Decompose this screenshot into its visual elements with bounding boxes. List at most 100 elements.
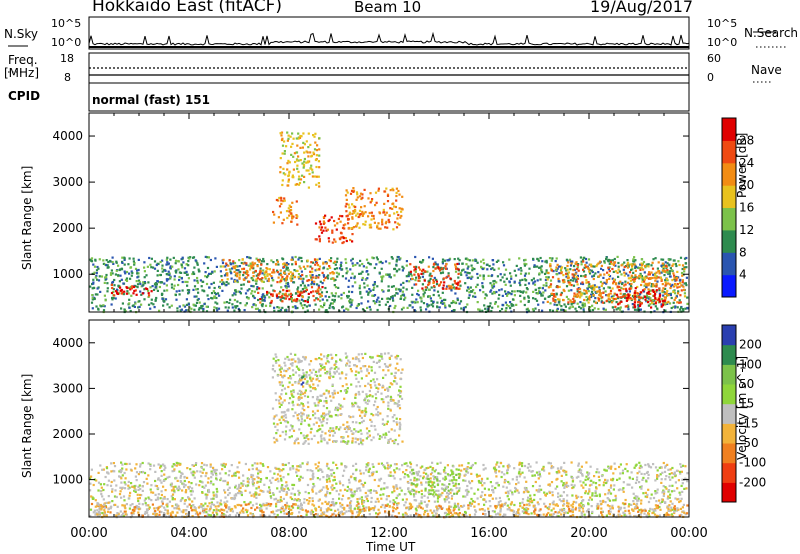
- data-cell: [110, 470, 113, 473]
- data-cell: [545, 259, 548, 262]
- data-cell: [368, 290, 371, 294]
- data-cell: [427, 283, 430, 286]
- data-cell: [509, 489, 512, 492]
- data-cell: [474, 462, 477, 465]
- data-cell: [261, 299, 264, 302]
- data-cell: [322, 476, 325, 479]
- data-cell: [619, 472, 622, 475]
- data-cell: [139, 290, 142, 293]
- data-cell: [438, 284, 441, 287]
- data-cell: [465, 515, 468, 518]
- data-cell: [611, 301, 614, 304]
- data-cell: [127, 286, 131, 289]
- data-cell: [680, 284, 683, 287]
- data-cell: [186, 280, 189, 284]
- data-cell: [373, 221, 376, 224]
- data-cell: [400, 207, 403, 210]
- data-cell: [209, 506, 212, 509]
- data-cell: [356, 500, 359, 503]
- data-cell: [590, 290, 594, 293]
- data-cell: [678, 299, 681, 302]
- data-cell: [552, 503, 555, 506]
- data-cell: [560, 466, 563, 469]
- data-cell: [203, 463, 206, 466]
- data-cell: [538, 484, 541, 488]
- data-cell: [276, 306, 279, 309]
- data-cell: [324, 295, 327, 298]
- data-cell: [255, 468, 258, 471]
- data-cell: [318, 166, 321, 169]
- data-cell: [466, 471, 470, 474]
- data-cell: [231, 306, 234, 309]
- data-cell: [480, 260, 483, 263]
- data-cell: [239, 292, 242, 295]
- data-cell: [293, 152, 296, 155]
- data-cell: [289, 467, 292, 470]
- data-cell: [313, 485, 316, 488]
- data-cell: [103, 509, 106, 512]
- data-cell: [643, 265, 647, 268]
- data-cell: [305, 511, 308, 514]
- data-cell: [213, 468, 216, 472]
- data-cell: [508, 281, 511, 284]
- data-cell: [97, 471, 100, 474]
- data-cell: [123, 258, 126, 261]
- data-cell: [162, 485, 165, 488]
- data-cell: [172, 256, 175, 259]
- data-cell: [551, 494, 554, 497]
- data-cell: [552, 297, 555, 300]
- data-cell: [296, 223, 299, 226]
- data-cell: [405, 260, 408, 263]
- data-cell: [557, 277, 560, 280]
- data-cell: [441, 262, 444, 265]
- data-cell: [525, 291, 528, 294]
- data-cell: [169, 258, 172, 261]
- data-cell: [466, 484, 469, 488]
- data-cell: [377, 227, 380, 230]
- data-cell: [676, 270, 679, 273]
- data-cell: [605, 256, 608, 259]
- data-cell: [225, 264, 228, 267]
- data-cell: [645, 264, 648, 267]
- data-cell: [203, 262, 206, 265]
- data-cell: [367, 462, 370, 465]
- data-cell: [347, 308, 350, 311]
- data-cell: [353, 211, 356, 214]
- data-cell: [193, 497, 196, 500]
- data-cell: [362, 223, 365, 226]
- data-cell: [317, 160, 320, 163]
- data-cell: [523, 486, 527, 490]
- data-cell: [585, 461, 588, 464]
- data-cell: [683, 270, 686, 273]
- data-cell: [452, 300, 455, 303]
- data-cell: [332, 307, 335, 310]
- data-cell: [219, 265, 222, 268]
- data-cell: [457, 281, 460, 284]
- data-cell: [587, 498, 591, 502]
- data-cell: [170, 485, 173, 488]
- data-cell: [587, 492, 590, 495]
- data-cell: [437, 294, 440, 297]
- data-cell: [311, 274, 314, 277]
- data-cell: [356, 212, 359, 215]
- data-cell: [280, 286, 283, 289]
- data-cell: [330, 292, 333, 295]
- data-cell: [528, 469, 531, 472]
- data-cell: [245, 276, 248, 279]
- data-cell: [202, 280, 205, 283]
- data-cell: [386, 194, 390, 197]
- data-cell: [272, 261, 275, 264]
- data-cell: [133, 285, 136, 289]
- data-cell: [125, 468, 128, 471]
- data-cell: [367, 261, 370, 264]
- data-cell: [640, 266, 643, 269]
- data-cell: [473, 292, 476, 295]
- data-cell: [666, 262, 669, 265]
- data-cell: [516, 489, 519, 492]
- data-cell: [416, 473, 420, 476]
- data-cell: [227, 488, 230, 491]
- data-cell: [588, 298, 591, 301]
- data-cell: [149, 464, 152, 467]
- data-cell: [584, 275, 587, 278]
- data-cell: [395, 226, 399, 229]
